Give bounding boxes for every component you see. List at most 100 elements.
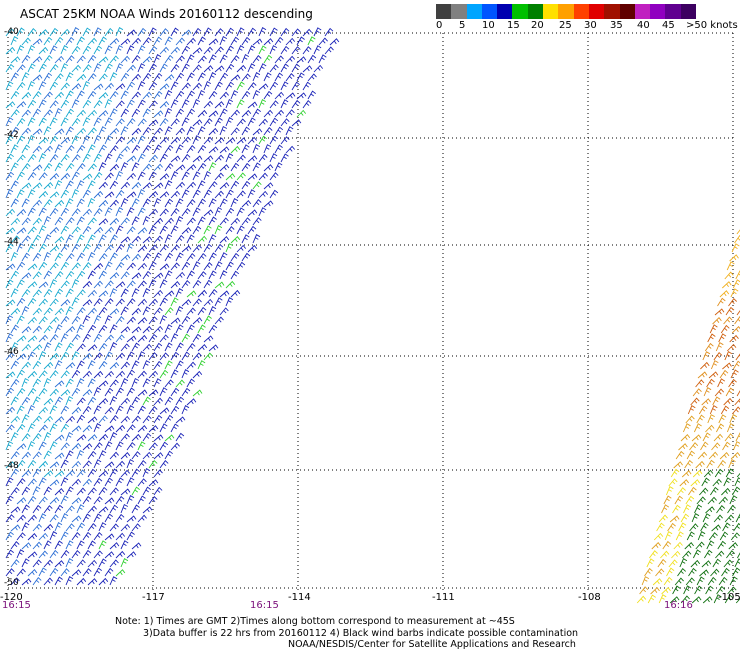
wind-barb-right <box>680 595 690 604</box>
wind-barb-left <box>43 36 53 46</box>
wind-barb-left <box>302 81 311 91</box>
wind-barb-left <box>247 101 258 109</box>
wind-barb-left <box>10 506 21 514</box>
wind-barb-left <box>153 397 163 406</box>
wind-barb-left <box>274 91 285 100</box>
wind-barb-left <box>142 126 152 136</box>
wind-barb-right <box>685 495 695 505</box>
wind-barb-left <box>104 406 115 415</box>
wind-barb-left <box>32 378 41 388</box>
wind-barb-left <box>98 342 108 352</box>
wind-barb-left <box>109 504 119 514</box>
wind-barb-left <box>175 324 184 334</box>
wind-barb-left <box>49 352 60 361</box>
wind-barb-left <box>197 216 206 226</box>
wind-barb-left <box>5 477 14 487</box>
lat-label--50: -50 <box>4 578 19 588</box>
wind-barb-left <box>148 171 157 181</box>
wind-barb-left <box>126 316 136 325</box>
wind-barb-left <box>104 244 114 253</box>
wind-barb-left <box>153 469 163 478</box>
wind-barb-right <box>723 316 733 325</box>
wind-barb-left <box>38 190 49 199</box>
wind-barb-left <box>87 559 98 568</box>
wind-barb-left <box>76 109 87 118</box>
wind-barb-left <box>98 144 107 154</box>
wind-barb-left <box>236 172 246 181</box>
wind-barb-left <box>16 261 26 271</box>
wind-barb-left <box>27 243 36 253</box>
wind-barb-right <box>705 506 715 514</box>
wind-barb-left <box>186 199 196 208</box>
wind-barb-left <box>32 145 42 154</box>
wind-barb-left <box>285 37 296 46</box>
wind-barb-left <box>192 119 203 127</box>
wind-barb-left <box>120 90 129 100</box>
wind-barb-left <box>32 38 43 46</box>
wind-barb-right <box>692 549 701 559</box>
wind-barb-left <box>126 242 135 253</box>
wind-barb-left <box>43 72 53 82</box>
wind-barb-left <box>65 36 75 46</box>
wind-barb-left <box>104 207 113 217</box>
wind-barb-left <box>54 128 65 136</box>
wind-barb-left <box>76 252 85 262</box>
wind-barb-left <box>5 531 14 541</box>
wind-barb-left <box>175 164 186 172</box>
wind-barb-left <box>186 126 195 136</box>
wind-barb-left <box>104 82 115 91</box>
wind-barb-left <box>49 461 60 469</box>
wind-barb-left <box>71 208 81 217</box>
wind-barb-left <box>54 271 64 280</box>
wind-barb-left <box>43 470 54 478</box>
wind-barb-left <box>164 180 173 190</box>
wind-barb-left <box>214 243 224 253</box>
wind-barb-right <box>727 586 737 595</box>
wind-barb-left <box>175 396 185 406</box>
wind-barb-left <box>32 199 43 208</box>
wind-barb-left <box>93 100 103 109</box>
wind-barb-right <box>701 477 710 487</box>
wind-barb-left <box>65 523 75 532</box>
wind-barb-left <box>115 405 124 415</box>
wind-barb-left <box>153 289 164 298</box>
wind-barb-right <box>724 594 734 604</box>
wind-barb-left <box>241 36 251 46</box>
wind-barb-left <box>153 217 164 226</box>
wind-barb-left <box>93 208 103 217</box>
wind-barb-left <box>159 263 170 271</box>
wind-barb-left <box>65 395 74 406</box>
wind-barb-left <box>142 56 153 64</box>
wind-barb-left <box>252 108 261 118</box>
wind-barb-left <box>164 163 174 172</box>
wind-barb-left <box>181 82 191 91</box>
wind-barb-left <box>16 514 26 523</box>
wind-barb-left <box>43 540 52 550</box>
wind-barb-left <box>87 54 97 64</box>
wind-barb-left <box>71 532 81 541</box>
wind-barb-left <box>153 197 162 208</box>
wind-barb-left <box>65 486 74 496</box>
wind-barb-left <box>126 172 137 181</box>
wind-barb-left <box>181 189 190 199</box>
wind-barb-right <box>707 576 717 586</box>
wind-barb-left <box>54 396 63 406</box>
wind-barb-left <box>126 495 135 505</box>
wind-barb-right <box>693 423 702 433</box>
wind-barb-left <box>280 153 289 163</box>
wind-barb-left <box>82 189 91 199</box>
wind-barb-left <box>21 72 30 82</box>
wind-barb-left <box>87 289 98 298</box>
wind-barb-left <box>241 252 251 262</box>
wind-barb-left <box>126 207 135 217</box>
wind-barb-right <box>707 333 716 343</box>
wind-barb-right <box>736 472 740 478</box>
wind-barb-left <box>76 397 86 406</box>
wind-barb-left <box>164 270 173 280</box>
wind-barb-left <box>10 432 19 442</box>
wind-barb-left <box>269 172 279 181</box>
wind-barb-left <box>170 244 180 253</box>
wind-barb-left <box>159 101 170 109</box>
wind-barb-left <box>54 470 65 478</box>
wind-barb-left <box>203 118 213 127</box>
